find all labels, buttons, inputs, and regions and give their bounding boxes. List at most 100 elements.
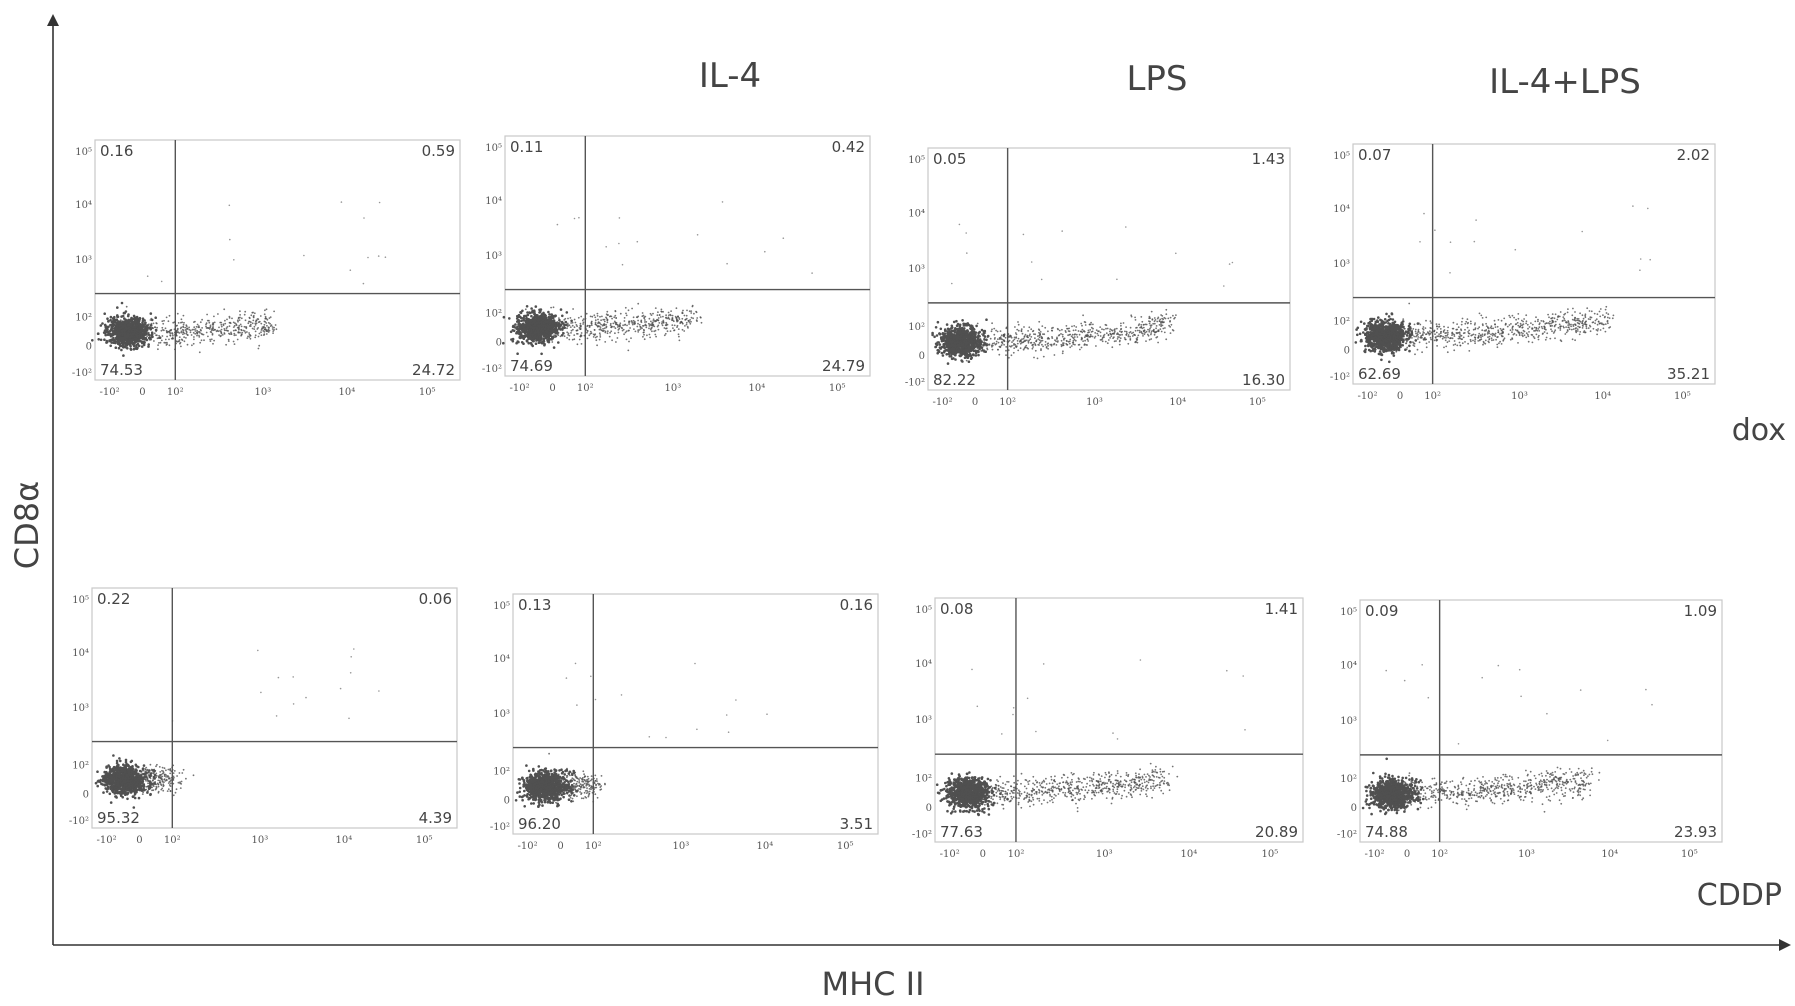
- event-dot: [1081, 328, 1084, 331]
- event-dot: [1000, 334, 1003, 337]
- event-dot: [186, 343, 189, 346]
- event-dot: [628, 340, 630, 343]
- x-tick-label: 10³: [255, 387, 272, 398]
- event-dot: [106, 317, 109, 321]
- event-dot: [1023, 347, 1026, 350]
- event-dot: [1107, 339, 1110, 341]
- event-dot: [944, 349, 948, 352]
- event-dot: [1142, 335, 1144, 337]
- event-dot: [563, 319, 566, 321]
- event-dot: [122, 325, 125, 328]
- event-dot: [985, 318, 988, 322]
- event-dot: [974, 354, 978, 357]
- event-dot: [228, 204, 231, 207]
- event-dot: [522, 337, 526, 341]
- event-dot: [674, 315, 677, 318]
- event-dot: [934, 345, 937, 349]
- event-dot: [161, 326, 164, 329]
- event-dot: [254, 334, 257, 337]
- event-dot: [526, 319, 529, 323]
- event-dot: [945, 338, 949, 342]
- event-dot: [589, 332, 592, 335]
- event-dot: [105, 341, 108, 344]
- event-dot: [1163, 321, 1165, 323]
- event-dot: [237, 320, 239, 323]
- y-tick-label: 0: [86, 341, 92, 352]
- event-dot: [226, 326, 229, 328]
- event-dot: [165, 316, 168, 319]
- event-dot: [167, 320, 170, 323]
- event-dot: [502, 341, 505, 345]
- event-dot: [1084, 334, 1087, 337]
- event-dot: [618, 327, 621, 330]
- event-dot: [625, 312, 627, 315]
- event-dot: [978, 345, 980, 347]
- event-dot: [541, 314, 544, 318]
- event-dot: [155, 334, 157, 336]
- event-dot: [1401, 344, 1404, 347]
- event-dot: [656, 314, 659, 317]
- event-dot: [985, 342, 987, 345]
- event-dot: [974, 351, 978, 355]
- event-dot: [575, 324, 578, 326]
- event-dot: [1101, 340, 1104, 343]
- event-dot: [177, 322, 180, 324]
- event-dot: [263, 313, 266, 316]
- event-dot: [164, 327, 167, 330]
- event-dot: [629, 327, 631, 329]
- event-dot: [605, 323, 607, 326]
- event-dot: [1055, 340, 1057, 343]
- event-dot: [240, 325, 243, 328]
- event-dot: [1099, 331, 1102, 334]
- event-dot: [1150, 324, 1153, 327]
- event-dot: [528, 311, 531, 314]
- event-dot: [1002, 335, 1005, 338]
- event-dot: [1115, 327, 1118, 330]
- event-dot: [585, 312, 588, 315]
- event-dot: [961, 351, 964, 353]
- event-dot: [633, 320, 636, 323]
- event-dot: [568, 334, 571, 337]
- event-dot: [943, 329, 947, 333]
- event-dot: [208, 328, 211, 330]
- event-dot: [1136, 329, 1139, 332]
- event-dot: [1150, 333, 1152, 336]
- event-dot: [563, 324, 565, 327]
- event-dot: [1231, 261, 1234, 264]
- event-dot: [1141, 320, 1144, 323]
- event-dot: [1118, 334, 1121, 336]
- event-dot: [1027, 347, 1029, 350]
- event-dot: [624, 331, 627, 334]
- event-dot: [99, 338, 103, 342]
- event-dot: [931, 331, 934, 335]
- event-dot: [597, 318, 599, 321]
- event-dot: [678, 335, 680, 338]
- quadrant-label-lower-right: 16.30: [1242, 371, 1285, 389]
- event-dot: [1001, 341, 1004, 343]
- event-dot: [563, 335, 566, 338]
- event-dot: [1165, 308, 1168, 311]
- event-dot: [642, 314, 645, 317]
- event-dot: [993, 342, 996, 344]
- event-dot: [113, 341, 117, 345]
- event-dot: [1071, 341, 1074, 344]
- event-dot: [1119, 339, 1121, 342]
- event-dot: [1172, 314, 1174, 317]
- event-dot: [661, 324, 664, 327]
- event-dot: [254, 322, 257, 325]
- event-dot: [594, 316, 597, 319]
- event-dot: [1056, 336, 1058, 339]
- event-dot: [1013, 347, 1016, 349]
- event-dot: [998, 337, 1001, 339]
- event-dot: [158, 342, 160, 344]
- event-dot: [625, 314, 628, 317]
- y-tick-label: 10³: [75, 255, 92, 266]
- event-dot: [213, 321, 216, 324]
- event-dot: [546, 328, 549, 331]
- event-dot: [168, 331, 171, 334]
- event-dot: [1007, 349, 1010, 352]
- event-dot: [158, 334, 161, 337]
- event-dot: [182, 323, 185, 326]
- event-dot: [218, 326, 220, 329]
- event-dot: [109, 344, 112, 348]
